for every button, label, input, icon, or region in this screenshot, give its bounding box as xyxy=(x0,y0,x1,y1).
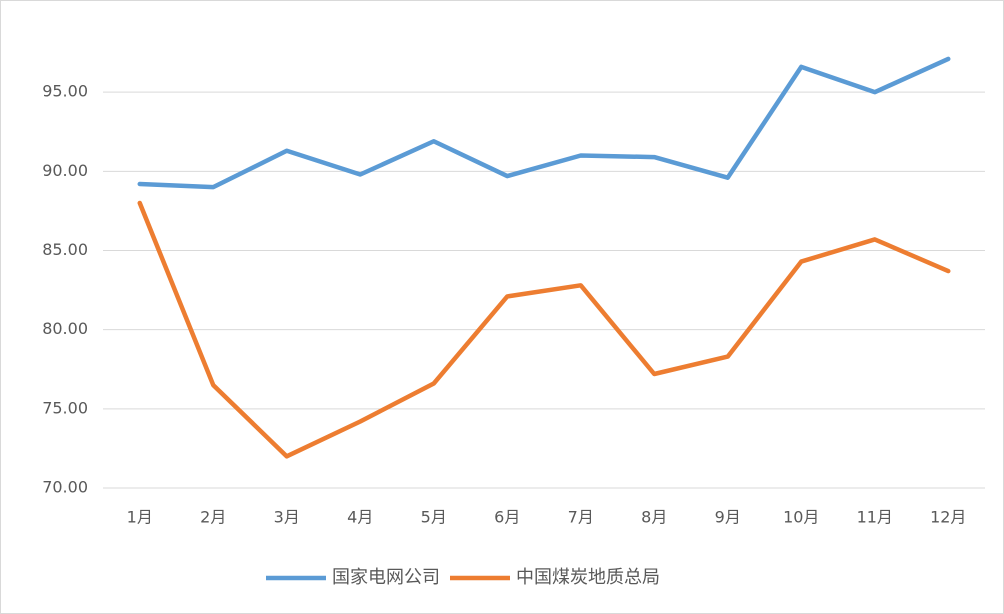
x-tick-label: 1月 xyxy=(127,508,153,527)
x-tick-label: 5月 xyxy=(421,508,447,527)
y-tick-label: 75.00 xyxy=(42,398,88,417)
x-tick-label: 7月 xyxy=(568,508,594,527)
x-tick-label: 2月 xyxy=(200,508,226,527)
x-tick-label: 12月 xyxy=(930,508,966,527)
legend-label: 国家电网公司 xyxy=(332,567,440,588)
series-line xyxy=(137,200,951,459)
x-tick-label: 4月 xyxy=(347,508,373,527)
y-tick-label: 80.00 xyxy=(42,319,88,338)
x-tick-label: 6月 xyxy=(494,508,520,527)
x-tick-label: 10月 xyxy=(783,508,819,527)
x-tick-label: 11月 xyxy=(857,508,893,527)
x-tick-label: 8月 xyxy=(641,508,667,527)
legend-label: 中国煤炭地质总局 xyxy=(516,567,660,588)
y-tick-label: 85.00 xyxy=(42,240,88,259)
x-tick-label: 9月 xyxy=(715,508,741,527)
series-line xyxy=(137,56,951,190)
y-tick-label: 95.00 xyxy=(42,82,88,101)
y-tick-label: 70.00 xyxy=(42,478,88,497)
x-tick-label: 3月 xyxy=(274,508,300,527)
y-tick-label: 90.00 xyxy=(42,161,88,180)
